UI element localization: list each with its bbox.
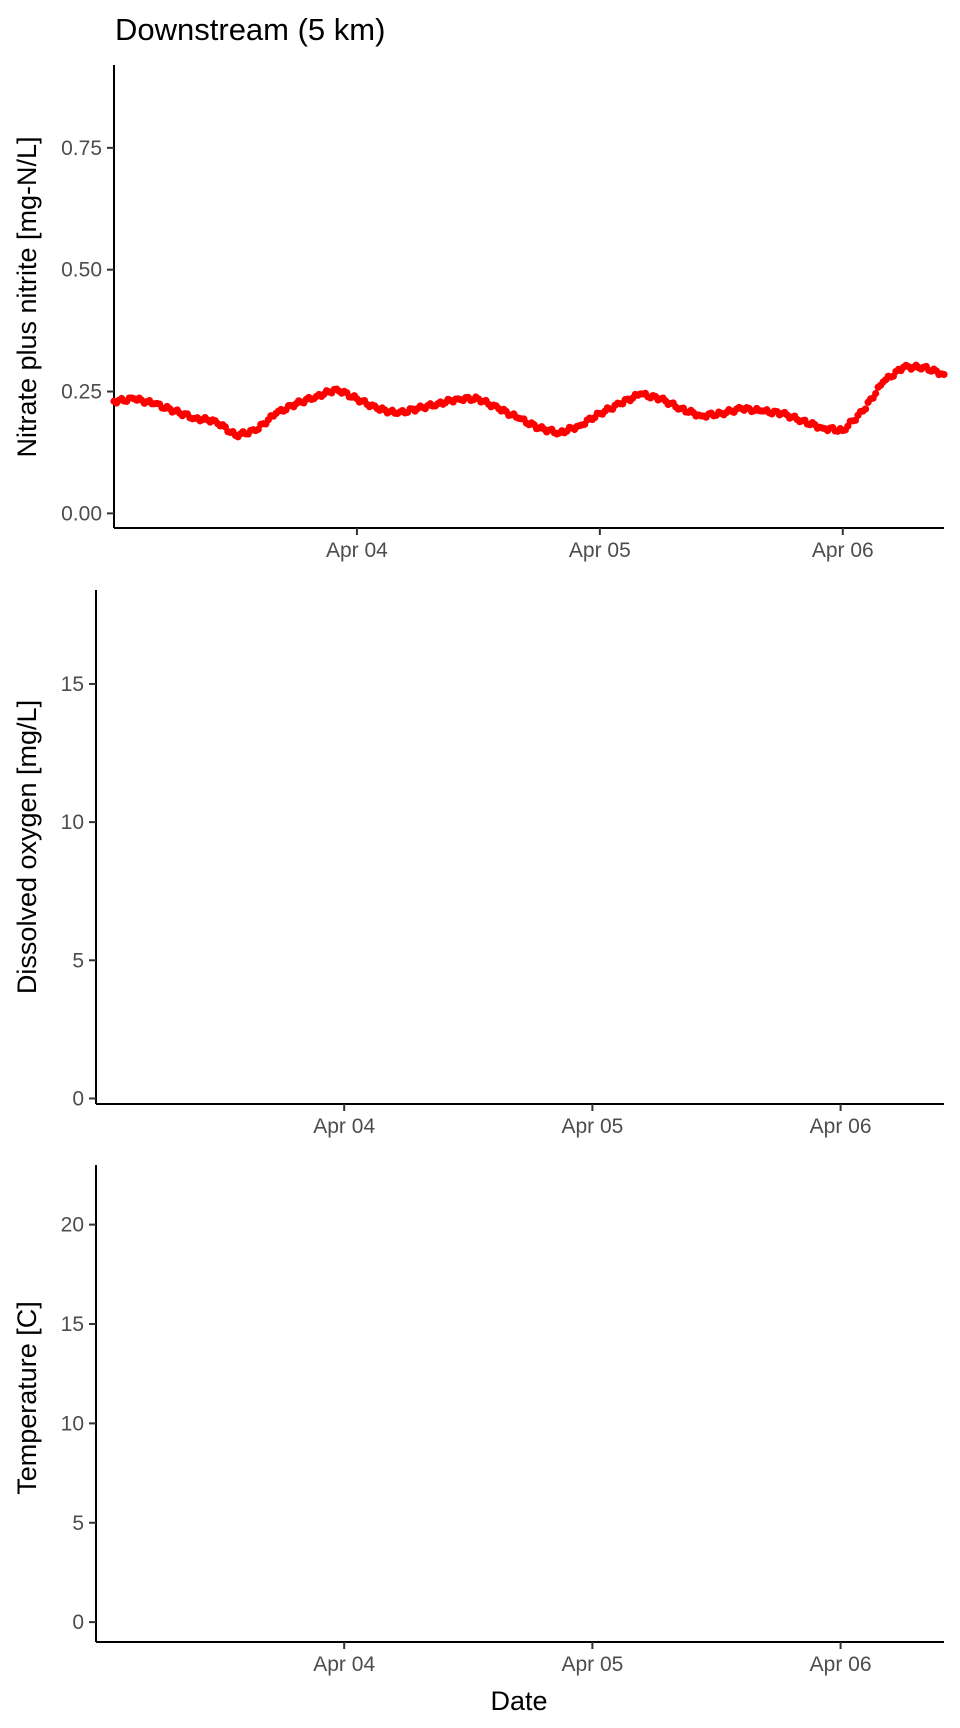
x-tick-label: Apr 04 bbox=[326, 539, 388, 562]
data-point bbox=[861, 405, 870, 413]
y-tick-label: 10 bbox=[61, 1412, 84, 1435]
y-tick-label: 0.75 bbox=[61, 137, 102, 160]
x-tick-label: Apr 06 bbox=[812, 539, 874, 562]
y-tick-label: 5 bbox=[72, 1512, 84, 1535]
panel-nitrate: Downstream (5 km) Nitrate plus nitrite [… bbox=[12, 12, 948, 562]
y-axis-title-oxygen: Dissolved oxygen [mg/L] bbox=[12, 700, 42, 994]
tick-group-nitrate: Apr 04 Apr 05 Apr 06 0.00 0.25 0.50 0.75 bbox=[61, 137, 874, 562]
chart-title: Downstream (5 km) bbox=[115, 12, 385, 47]
panel-temperature: Temperature [C] Apr 04 Apr 05 Apr 06 0 5 10 15… bbox=[12, 1165, 944, 1716]
y-tick-label: 5 bbox=[72, 949, 84, 972]
y-axis-title-nitrate: Nitrate plus nitrite [mg-N/L] bbox=[12, 136, 42, 457]
points-nitrate bbox=[110, 361, 948, 441]
x-tick-label: Apr 06 bbox=[810, 1653, 872, 1676]
y-axis-title-temperature: Temperature [C] bbox=[12, 1301, 42, 1495]
x-tick-label: Apr 05 bbox=[569, 539, 631, 562]
x-tick-label: Apr 05 bbox=[561, 1115, 623, 1138]
y-tick-label: 0 bbox=[72, 1087, 84, 1110]
y-tick-label: 0 bbox=[72, 1611, 84, 1634]
y-tick-label: 15 bbox=[61, 1313, 84, 1336]
data-point bbox=[872, 389, 880, 398]
x-tick-label: Apr 04 bbox=[313, 1115, 375, 1138]
x-tick-label: Apr 05 bbox=[561, 1653, 623, 1676]
data-point bbox=[940, 370, 948, 379]
x-tick-label: Apr 04 bbox=[313, 1653, 375, 1676]
tick-group-oxygen: Apr 04 Apr 05 Apr 06 0 5 10 15 bbox=[61, 673, 872, 1138]
x-axis-title: Date bbox=[490, 1686, 547, 1716]
tick-group-temperature: Apr 04 Apr 05 Apr 06 0 5 10 15 20 bbox=[61, 1214, 872, 1676]
y-tick-label: 20 bbox=[61, 1214, 84, 1237]
x-tick-label: Apr 06 bbox=[810, 1115, 872, 1138]
y-tick-label: 15 bbox=[61, 673, 84, 696]
y-tick-label: 10 bbox=[61, 811, 84, 834]
y-tick-label: 0.00 bbox=[61, 502, 102, 525]
y-tick-label: 0.25 bbox=[61, 381, 102, 404]
panel-dissolved-oxygen: Dissolved oxygen [mg/L] Apr 04 Apr 05 Apr … bbox=[12, 590, 944, 1138]
y-tick-label: 0.50 bbox=[61, 259, 102, 282]
